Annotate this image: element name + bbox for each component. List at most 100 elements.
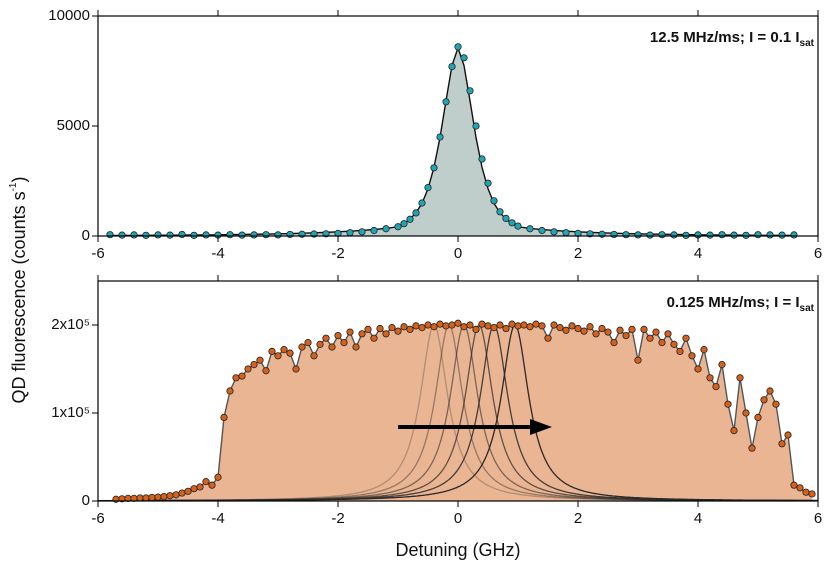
data-point xyxy=(622,231,630,239)
data-point xyxy=(484,179,492,187)
data-point xyxy=(526,225,534,233)
data-point xyxy=(562,326,570,334)
x-tick-label: 4 xyxy=(694,510,702,527)
x-tick-label: -6 xyxy=(91,245,104,262)
data-point xyxy=(280,346,288,354)
data-point xyxy=(604,328,612,336)
data-point xyxy=(694,365,702,373)
data-point xyxy=(514,322,522,330)
data-point xyxy=(670,340,678,348)
y-label-superscript: -1 xyxy=(8,182,19,191)
data-point xyxy=(550,228,558,236)
data-point xyxy=(514,222,522,230)
data-point xyxy=(436,320,444,328)
data-point xyxy=(628,325,636,333)
data-point xyxy=(520,321,528,329)
data-point xyxy=(406,325,414,333)
data-point xyxy=(136,494,144,502)
panel: -6 -4 -2 0 2 4 6 0 5000 10000 12.5 MHz/ms; I = 0.1… xyxy=(8,7,823,404)
data-point xyxy=(370,226,378,235)
data-point xyxy=(442,322,450,330)
panel: -6 -4 -2 0 2 4 6 0 1x10⁵ 2x10⁵ 0.125 MHz/ms; I = I… xyxy=(51,275,822,560)
data-point xyxy=(490,197,498,205)
y-label-text: QD fluorescence (counts s xyxy=(9,191,29,403)
x-axis-label: Detuning (GHz) xyxy=(395,540,520,560)
annotation: 0.125 MHz/ms; I = Isat xyxy=(667,294,815,314)
data-point xyxy=(760,396,768,404)
data-point xyxy=(394,327,402,335)
data-point xyxy=(652,328,660,336)
data-point xyxy=(154,493,162,501)
y-tick-label: 2x10⁵ xyxy=(51,316,90,333)
y-tick-label: 0 xyxy=(82,227,90,244)
y-tick-label: 5000 xyxy=(57,117,90,134)
data-point xyxy=(166,492,174,500)
data-point xyxy=(748,444,756,452)
data-point xyxy=(382,225,390,233)
data-point xyxy=(304,338,312,347)
x-tick-label: -4 xyxy=(211,510,224,527)
data-point xyxy=(154,231,162,239)
data-point xyxy=(634,231,642,239)
data-point xyxy=(640,325,648,333)
data-point xyxy=(658,231,666,239)
data-point xyxy=(172,491,180,499)
data-point xyxy=(544,334,552,342)
y-tick-label: 0 xyxy=(82,492,90,509)
data-point xyxy=(412,322,420,330)
data-point xyxy=(418,199,426,207)
data-point xyxy=(682,231,690,239)
data-point xyxy=(334,331,342,340)
data-point xyxy=(178,489,186,497)
data-point xyxy=(292,365,300,373)
data-point xyxy=(238,231,246,239)
data-point xyxy=(724,400,732,408)
data-point xyxy=(202,231,210,239)
data-point xyxy=(226,387,234,395)
data-point xyxy=(478,155,486,163)
data-point xyxy=(802,488,810,496)
data-point xyxy=(532,320,540,328)
data-point xyxy=(610,338,618,347)
data-point xyxy=(358,228,366,236)
x-tick-label: -2 xyxy=(331,510,344,527)
data-point xyxy=(454,43,462,51)
data-point xyxy=(712,382,720,391)
data-point xyxy=(316,340,324,348)
data-point xyxy=(496,208,504,216)
data-point xyxy=(274,352,282,360)
data-point xyxy=(232,374,240,382)
data-point xyxy=(262,231,270,239)
data-point xyxy=(796,484,804,492)
data-point xyxy=(178,230,186,239)
data-point xyxy=(556,324,564,332)
x-tick-label: 0 xyxy=(454,510,462,527)
y-axis-label: QD fluorescence (counts s-1) xyxy=(8,177,29,404)
y-tick-label: 10000 xyxy=(48,7,90,24)
sweep-curve xyxy=(98,324,818,502)
data-point xyxy=(226,231,234,239)
data-point xyxy=(448,62,456,71)
data-point xyxy=(262,367,270,375)
data-point xyxy=(784,431,792,439)
data-point xyxy=(538,226,546,235)
y-label-end: ) xyxy=(9,177,29,183)
data-point xyxy=(214,473,222,481)
data-point xyxy=(118,231,126,239)
data-point xyxy=(202,478,210,486)
data-point xyxy=(346,229,354,237)
data-point xyxy=(256,356,264,364)
data-point xyxy=(442,98,450,106)
data-point xyxy=(430,164,438,172)
data-point xyxy=(286,349,294,357)
data-point xyxy=(106,231,114,239)
data-point xyxy=(730,231,738,239)
x-tick-label: 0 xyxy=(454,245,462,262)
data-point xyxy=(616,326,624,334)
data-point xyxy=(286,230,294,239)
data-point xyxy=(568,322,576,330)
data-point xyxy=(478,320,486,328)
data-point xyxy=(490,324,498,332)
area-fill xyxy=(110,47,794,237)
